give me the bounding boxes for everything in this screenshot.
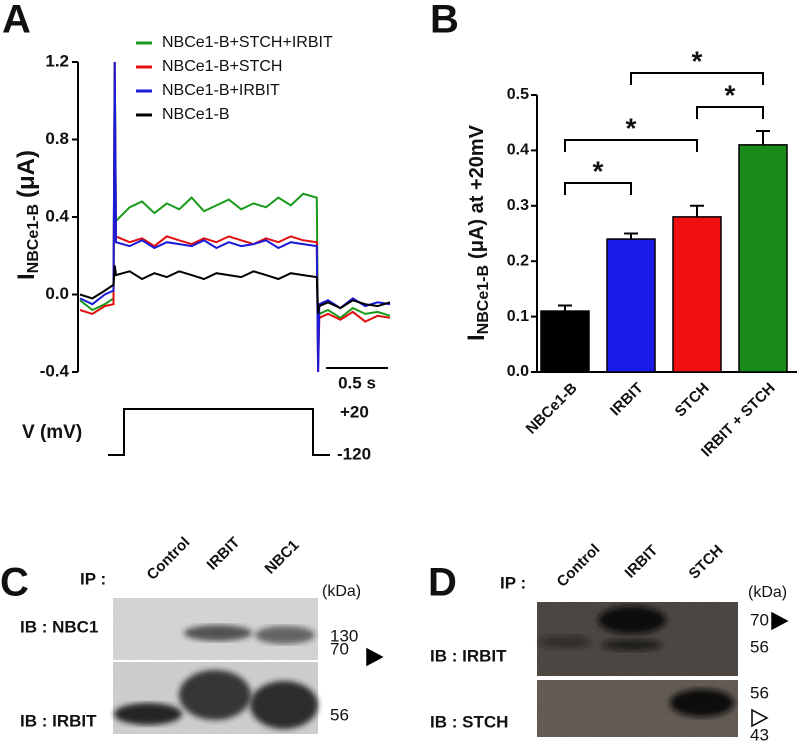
row-label: IB : NBC1 — [20, 617, 98, 636]
protocol-level: +20 — [340, 402, 369, 421]
panel-label: A — [2, 0, 31, 42]
lane-label: IRBIT — [622, 542, 662, 582]
error-bar — [558, 304, 572, 312]
y-tick-label: 1.2 — [45, 51, 69, 70]
lane-label: Control — [144, 534, 194, 584]
marker-label: 70 — [330, 639, 349, 658]
y-tick-label: -0.4 — [40, 361, 70, 380]
trace — [79, 61, 391, 353]
band — [255, 626, 315, 644]
band — [184, 625, 252, 641]
unit-label: (kDa) — [322, 583, 361, 600]
scale-bar-label: 0.5 s — [338, 373, 376, 392]
protocol-level: -120 — [337, 444, 371, 463]
band — [179, 670, 251, 720]
y-tick-label: 0.5 — [507, 86, 529, 103]
y-axis-label: INBCe1-B (μA) at +20mV — [463, 124, 492, 341]
trace — [79, 61, 391, 373]
significance-star: * — [626, 112, 637, 143]
legend-label: NBCe1-B+IRBIT — [162, 82, 280, 99]
y-label-main: I — [463, 334, 490, 341]
marker-label: 56 — [330, 705, 349, 724]
error-bar — [690, 204, 704, 217]
significance-star: * — [692, 45, 703, 76]
band — [602, 639, 662, 651]
legend-label: NBCe1-B — [162, 106, 230, 123]
panel-label: D — [428, 561, 457, 605]
significance-bracket — [696, 106, 764, 119]
arrowhead — [366, 647, 384, 667]
ip-label: IP : — [80, 569, 106, 588]
panel-label: B — [430, 0, 459, 42]
error-bar — [624, 232, 638, 240]
y-label-main: I — [13, 273, 40, 280]
arrowhead — [771, 611, 789, 631]
significance-bracket — [630, 72, 764, 85]
band — [114, 703, 182, 725]
significance-bracket — [564, 139, 698, 152]
significance-bracket — [564, 182, 632, 195]
marker-label: 56 — [750, 683, 769, 702]
y-tick-label: 0.2 — [507, 252, 529, 269]
marker-label: 70 — [750, 610, 769, 629]
significance-star: * — [593, 155, 604, 186]
ip-label: IP : — [500, 573, 526, 592]
trace — [79, 265, 391, 315]
y-tick-label: 0.0 — [507, 363, 529, 380]
y-axis-label: INBCe1-B (μA) — [13, 150, 42, 280]
bar — [606, 238, 656, 373]
marker-label: 130 — [330, 626, 358, 645]
x-tick-label: STCH — [672, 380, 713, 421]
y-tick-label: 0.0 — [45, 284, 69, 303]
y-tick-label: 0.1 — [507, 308, 529, 325]
x-tick-label: NBCe1-B — [523, 379, 581, 437]
lane-label: IRBIT — [204, 534, 244, 574]
marker-label: 56 — [750, 637, 769, 656]
error-bar — [756, 130, 770, 145]
row-label: IB : STCH — [430, 712, 508, 731]
bar — [672, 216, 722, 373]
legend-label: NBCe1-B+STCH — [162, 58, 282, 75]
y-tick-label: 0.4 — [45, 206, 69, 225]
y-tick-label: 0.4 — [507, 142, 529, 159]
band — [250, 681, 318, 729]
bar — [540, 310, 590, 373]
lane-label: NBC1 — [262, 537, 303, 578]
voltage-protocol — [108, 408, 330, 456]
marker-label: 43 — [750, 725, 769, 744]
bar — [738, 144, 788, 373]
row-label: IB : IRBIT — [430, 646, 507, 665]
band — [670, 689, 734, 717]
y-tick-label: 0.3 — [507, 197, 529, 214]
trace — [79, 61, 391, 373]
y-tick-label: 0.8 — [45, 129, 69, 148]
protocol-label: V (mV) — [22, 422, 82, 443]
y-label-sub: NBCe1-B — [475, 265, 492, 334]
unit-label: (kDa) — [748, 584, 787, 601]
panel-label: C — [0, 561, 29, 605]
y-label-sub: NBCe1-B — [25, 204, 42, 273]
legend-label: NBCe1-B+STCH+IRBIT — [162, 34, 333, 51]
y-label-unit: (μA) at +20mV — [466, 124, 488, 259]
significance-star: * — [725, 79, 736, 110]
arrowhead — [751, 708, 769, 728]
y-label-unit: (μA) — [13, 150, 40, 198]
lane-label: Control — [554, 541, 604, 591]
band — [539, 635, 591, 649]
x-tick-label: IRBIT — [607, 380, 647, 420]
row-label: IB : IRBIT — [20, 711, 97, 730]
lane-label: STCH — [686, 542, 727, 583]
band — [598, 606, 666, 634]
